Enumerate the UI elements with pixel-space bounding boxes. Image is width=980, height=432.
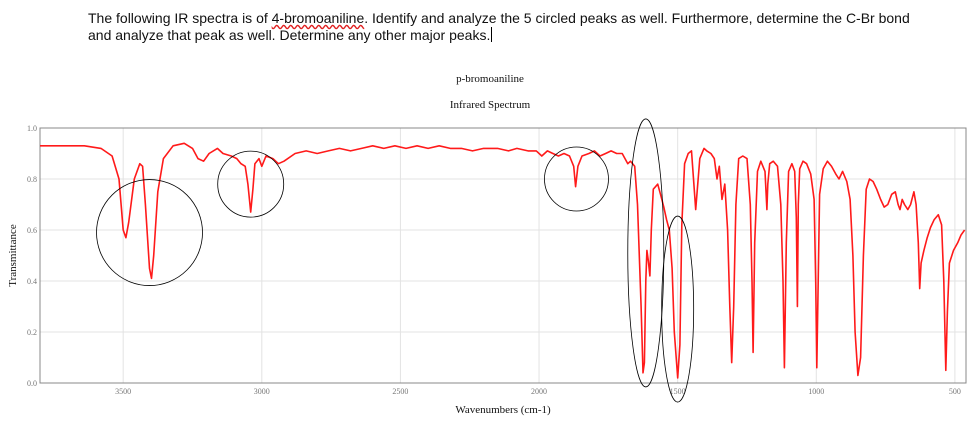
text-cursor [491, 27, 493, 42]
y-tick-1: 0.2 [27, 328, 37, 337]
peak-circle-3 [544, 146, 609, 212]
y-axis-label: Transmittance [7, 224, 19, 287]
plot-frame [39, 127, 967, 384]
question-line-2: and analyze that peak as well. Determine… [88, 27, 493, 43]
y-tick-2: 0.4 [27, 277, 37, 286]
x-tick-3: 2000 [531, 387, 547, 396]
peak-circle-4 [627, 118, 665, 388]
x-tick-5: 1000 [808, 387, 824, 396]
x-tick-6: 500 [949, 387, 961, 396]
x-tick-4: 1500 [670, 387, 686, 396]
peak-circle-5 [661, 215, 695, 403]
chart-title: p-bromoaniline [456, 73, 524, 85]
y-tick-labels: 0.0 0.2 0.4 0.6 0.8 1.0 [27, 124, 37, 388]
chart-grid [40, 127, 966, 384]
x-tick-0: 3500 [115, 387, 131, 396]
chart-subtitle: Infrared Spectrum [449, 99, 531, 111]
y-tick-3: 0.6 [27, 226, 37, 235]
annotation-circles [96, 118, 695, 403]
y-tick-0: 0.0 [27, 379, 37, 388]
question-line-1: The following IR spectra is of 4-bromoan… [88, 10, 910, 26]
x-tick-2: 2500 [392, 387, 408, 396]
x-tick-1: 3000 [254, 387, 270, 396]
peak-circle-2 [217, 150, 285, 218]
y-tick-5: 1.0 [27, 124, 37, 133]
question-text[interactable]: The following IR spectra is of 4-bromoan… [88, 10, 948, 44]
spectrum-line [40, 142, 966, 379]
x-axis-label: Wavenumbers (cm-1) [455, 404, 551, 416]
misspelled-word: 4-bromoaniline [271, 10, 365, 26]
y-tick-4: 0.8 [27, 175, 37, 184]
peak-circle-1 [96, 179, 203, 286]
x-tick-labels: 3500 3000 2500 2000 1500 1000 500 [115, 387, 961, 396]
